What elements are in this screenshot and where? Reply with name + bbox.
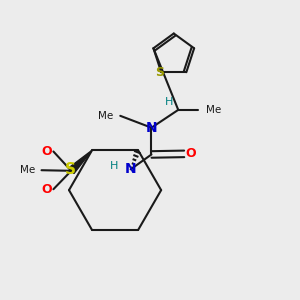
Text: Me: Me [20, 165, 35, 175]
Text: S: S [65, 162, 76, 177]
Polygon shape [68, 150, 92, 174]
Text: H: H [110, 161, 118, 171]
Text: O: O [42, 183, 52, 196]
Text: N: N [125, 162, 136, 176]
Text: N: N [146, 121, 157, 135]
Text: S: S [155, 66, 164, 79]
Text: Me: Me [206, 105, 222, 115]
Text: O: O [185, 147, 196, 161]
Text: H: H [165, 98, 173, 107]
Text: Me: Me [98, 111, 113, 121]
Text: O: O [42, 145, 52, 158]
